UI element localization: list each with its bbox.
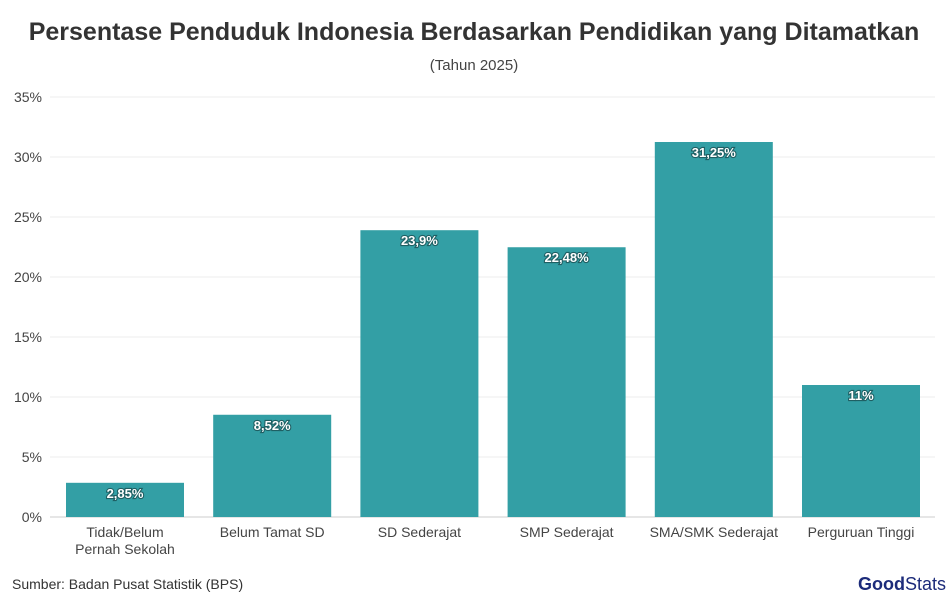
x-tick-label: SMA/SMK Sederajat <box>650 524 778 540</box>
data-label: 23,9% <box>401 233 438 248</box>
x-tick-label: SD Sederajat <box>378 524 461 540</box>
data-label: 2,85% <box>107 486 144 501</box>
data-label: 8,52% <box>254 418 291 433</box>
y-tick-label: 20% <box>14 269 42 285</box>
bar <box>66 482 184 517</box>
chart-subtitle: (Tahun 2025) <box>429 57 519 74</box>
x-tick-label: Belum Tamat SD <box>220 524 325 540</box>
x-tick-label: Perguruan Tinggi <box>808 524 915 540</box>
bar <box>360 230 479 517</box>
bar-chart: 0%5%10%15%20%25%30%35%2,85%Tidak/BelumPe… <box>14 89 935 557</box>
bar <box>213 414 332 517</box>
y-tick-label: 15% <box>14 329 42 345</box>
y-tick-label: 5% <box>22 449 42 465</box>
x-tick-label: SMP Sederajat <box>520 524 614 540</box>
bar <box>802 385 920 517</box>
y-tick-label: 30% <box>14 149 42 165</box>
y-tick-label: 0% <box>22 509 42 525</box>
y-tick-label: 10% <box>14 389 42 405</box>
x-tick-label: Tidak/Belum <box>86 524 163 540</box>
data-label: 11% <box>848 388 874 403</box>
x-tick-label: Pernah Sekolah <box>75 541 175 557</box>
bar <box>654 142 773 517</box>
y-tick-label: 35% <box>14 89 42 105</box>
data-label: 31,25% <box>692 145 737 160</box>
chart-title: Persentase Penduduk Indonesia Berdasarka… <box>28 18 920 46</box>
data-label: 22,48% <box>545 250 590 265</box>
goodstats-logo: GoodStats <box>858 574 947 594</box>
y-tick-label: 25% <box>14 209 42 225</box>
bar <box>507 247 626 518</box>
source-note: Sumber: Badan Pusat Statistik (BPS) <box>12 576 244 592</box>
